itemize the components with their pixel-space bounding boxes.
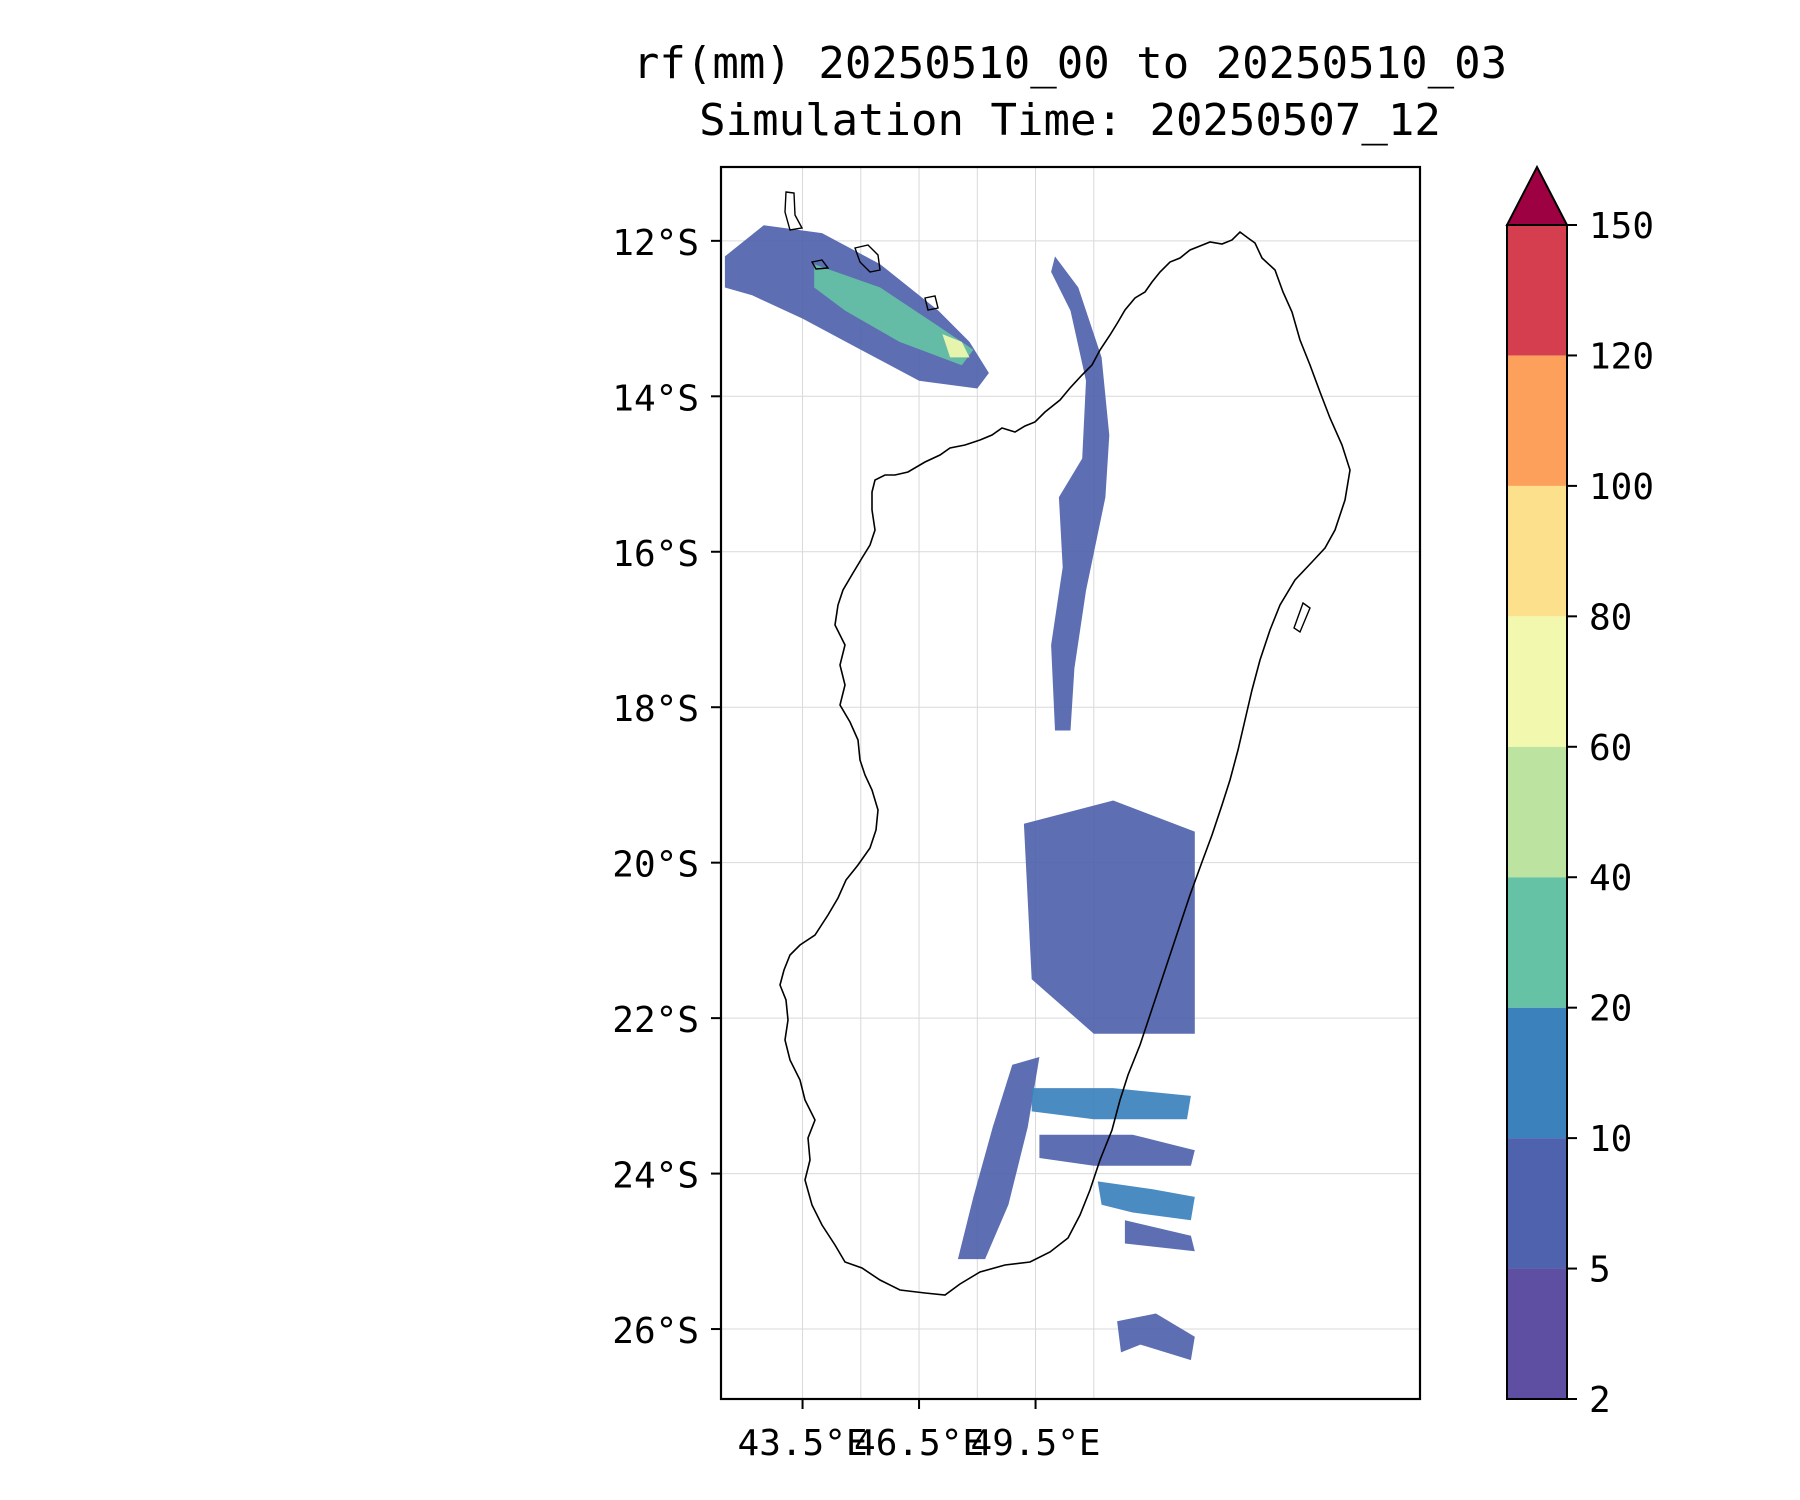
- chart-subtitle: Simulation Time: 20250507_12: [699, 95, 1441, 146]
- rain-band-ne-coast: [1051, 256, 1110, 731]
- rain-band-east-ocean-4: [1124, 1220, 1195, 1252]
- rain-band-nw-band-peak: [942, 334, 970, 358]
- colorbar-segment: [1507, 225, 1567, 356]
- colorbar-tick-label: 150: [1589, 206, 1654, 247]
- colorbar-segment: [1507, 877, 1567, 1008]
- colorbar-segment: [1507, 616, 1567, 747]
- y-tick-label: 22°S: [612, 1000, 699, 1041]
- small-island: [924, 295, 939, 311]
- rain-band-se-coast: [957, 1057, 1040, 1260]
- small-island: [784, 191, 804, 231]
- x-tick-label: 49.5°E: [971, 1423, 1101, 1464]
- colorbar-extend-max: [1505, 164, 1569, 226]
- rainfall-layer: [724, 225, 1195, 1361]
- colorbar-tick-label: 5: [1589, 1250, 1611, 1291]
- colorbar-tick-label: 60: [1589, 728, 1632, 769]
- small-island: [810, 259, 830, 270]
- rain-band-nw-band-core: [814, 264, 974, 366]
- x-tick-label: 43.5°E: [738, 1423, 868, 1464]
- colorbar-tick-label: 100: [1589, 467, 1654, 508]
- rain-band-east-ocean-scatter: [1023, 800, 1195, 1034]
- colorbar-segment: [1507, 1007, 1567, 1139]
- y-tick-label: 16°S: [612, 534, 699, 575]
- colorbar-segment: [1507, 355, 1567, 486]
- nosy-be-island: [854, 244, 881, 273]
- chart-title: rf(mm) 20250510_00 to 20250510_03: [633, 38, 1507, 89]
- colorbar-segment: [1507, 485, 1567, 617]
- map-background: [721, 167, 1420, 1399]
- y-tick-label: 26°S: [612, 1311, 699, 1352]
- rain-band-east-ocean-1: [1031, 1088, 1191, 1120]
- axes: 12°S 14°S 16°S 18°S 20°S 22°S 24°S 26°S 43.5°E46…: [612, 223, 1100, 1464]
- colorbar-segment: [1507, 1268, 1567, 1399]
- map-frame: [719, 165, 1422, 1401]
- colorbar-tick-label: 2: [1589, 1380, 1611, 1421]
- sainte-marie-island: [1293, 601, 1311, 634]
- colorbar-tick-label: 20: [1589, 989, 1632, 1030]
- colorbar-tick-label: 120: [1589, 336, 1654, 377]
- y-tick-label: 14°S: [612, 378, 699, 419]
- colorbar-segment: [1507, 746, 1567, 878]
- colorbar: 2 5 10 20 40 60 80 100 120 150: [1505, 164, 1654, 1421]
- colorbar-frame: [1506, 224, 1568, 1400]
- y-tick-label: 24°S: [612, 1156, 699, 1197]
- y-tick-label: 18°S: [612, 689, 699, 730]
- colorbar-tick-label: 80: [1589, 597, 1632, 638]
- colorbar-tick-label: 40: [1589, 858, 1632, 899]
- rain-band-south-ocean: [1117, 1313, 1195, 1361]
- y-tick-label: 12°S: [612, 223, 699, 264]
- x-tick-label: 46.5°E: [854, 1423, 984, 1464]
- colorbar-segment: [1507, 1138, 1567, 1269]
- y-tick-label: 20°S: [612, 845, 699, 886]
- rain-band-east-ocean-2: [1039, 1134, 1195, 1166]
- madagascar-coastline: [779, 230, 1351, 1296]
- colorbar-tick-label: 10: [1589, 1119, 1632, 1160]
- rain-band-east-ocean-3: [1097, 1181, 1195, 1221]
